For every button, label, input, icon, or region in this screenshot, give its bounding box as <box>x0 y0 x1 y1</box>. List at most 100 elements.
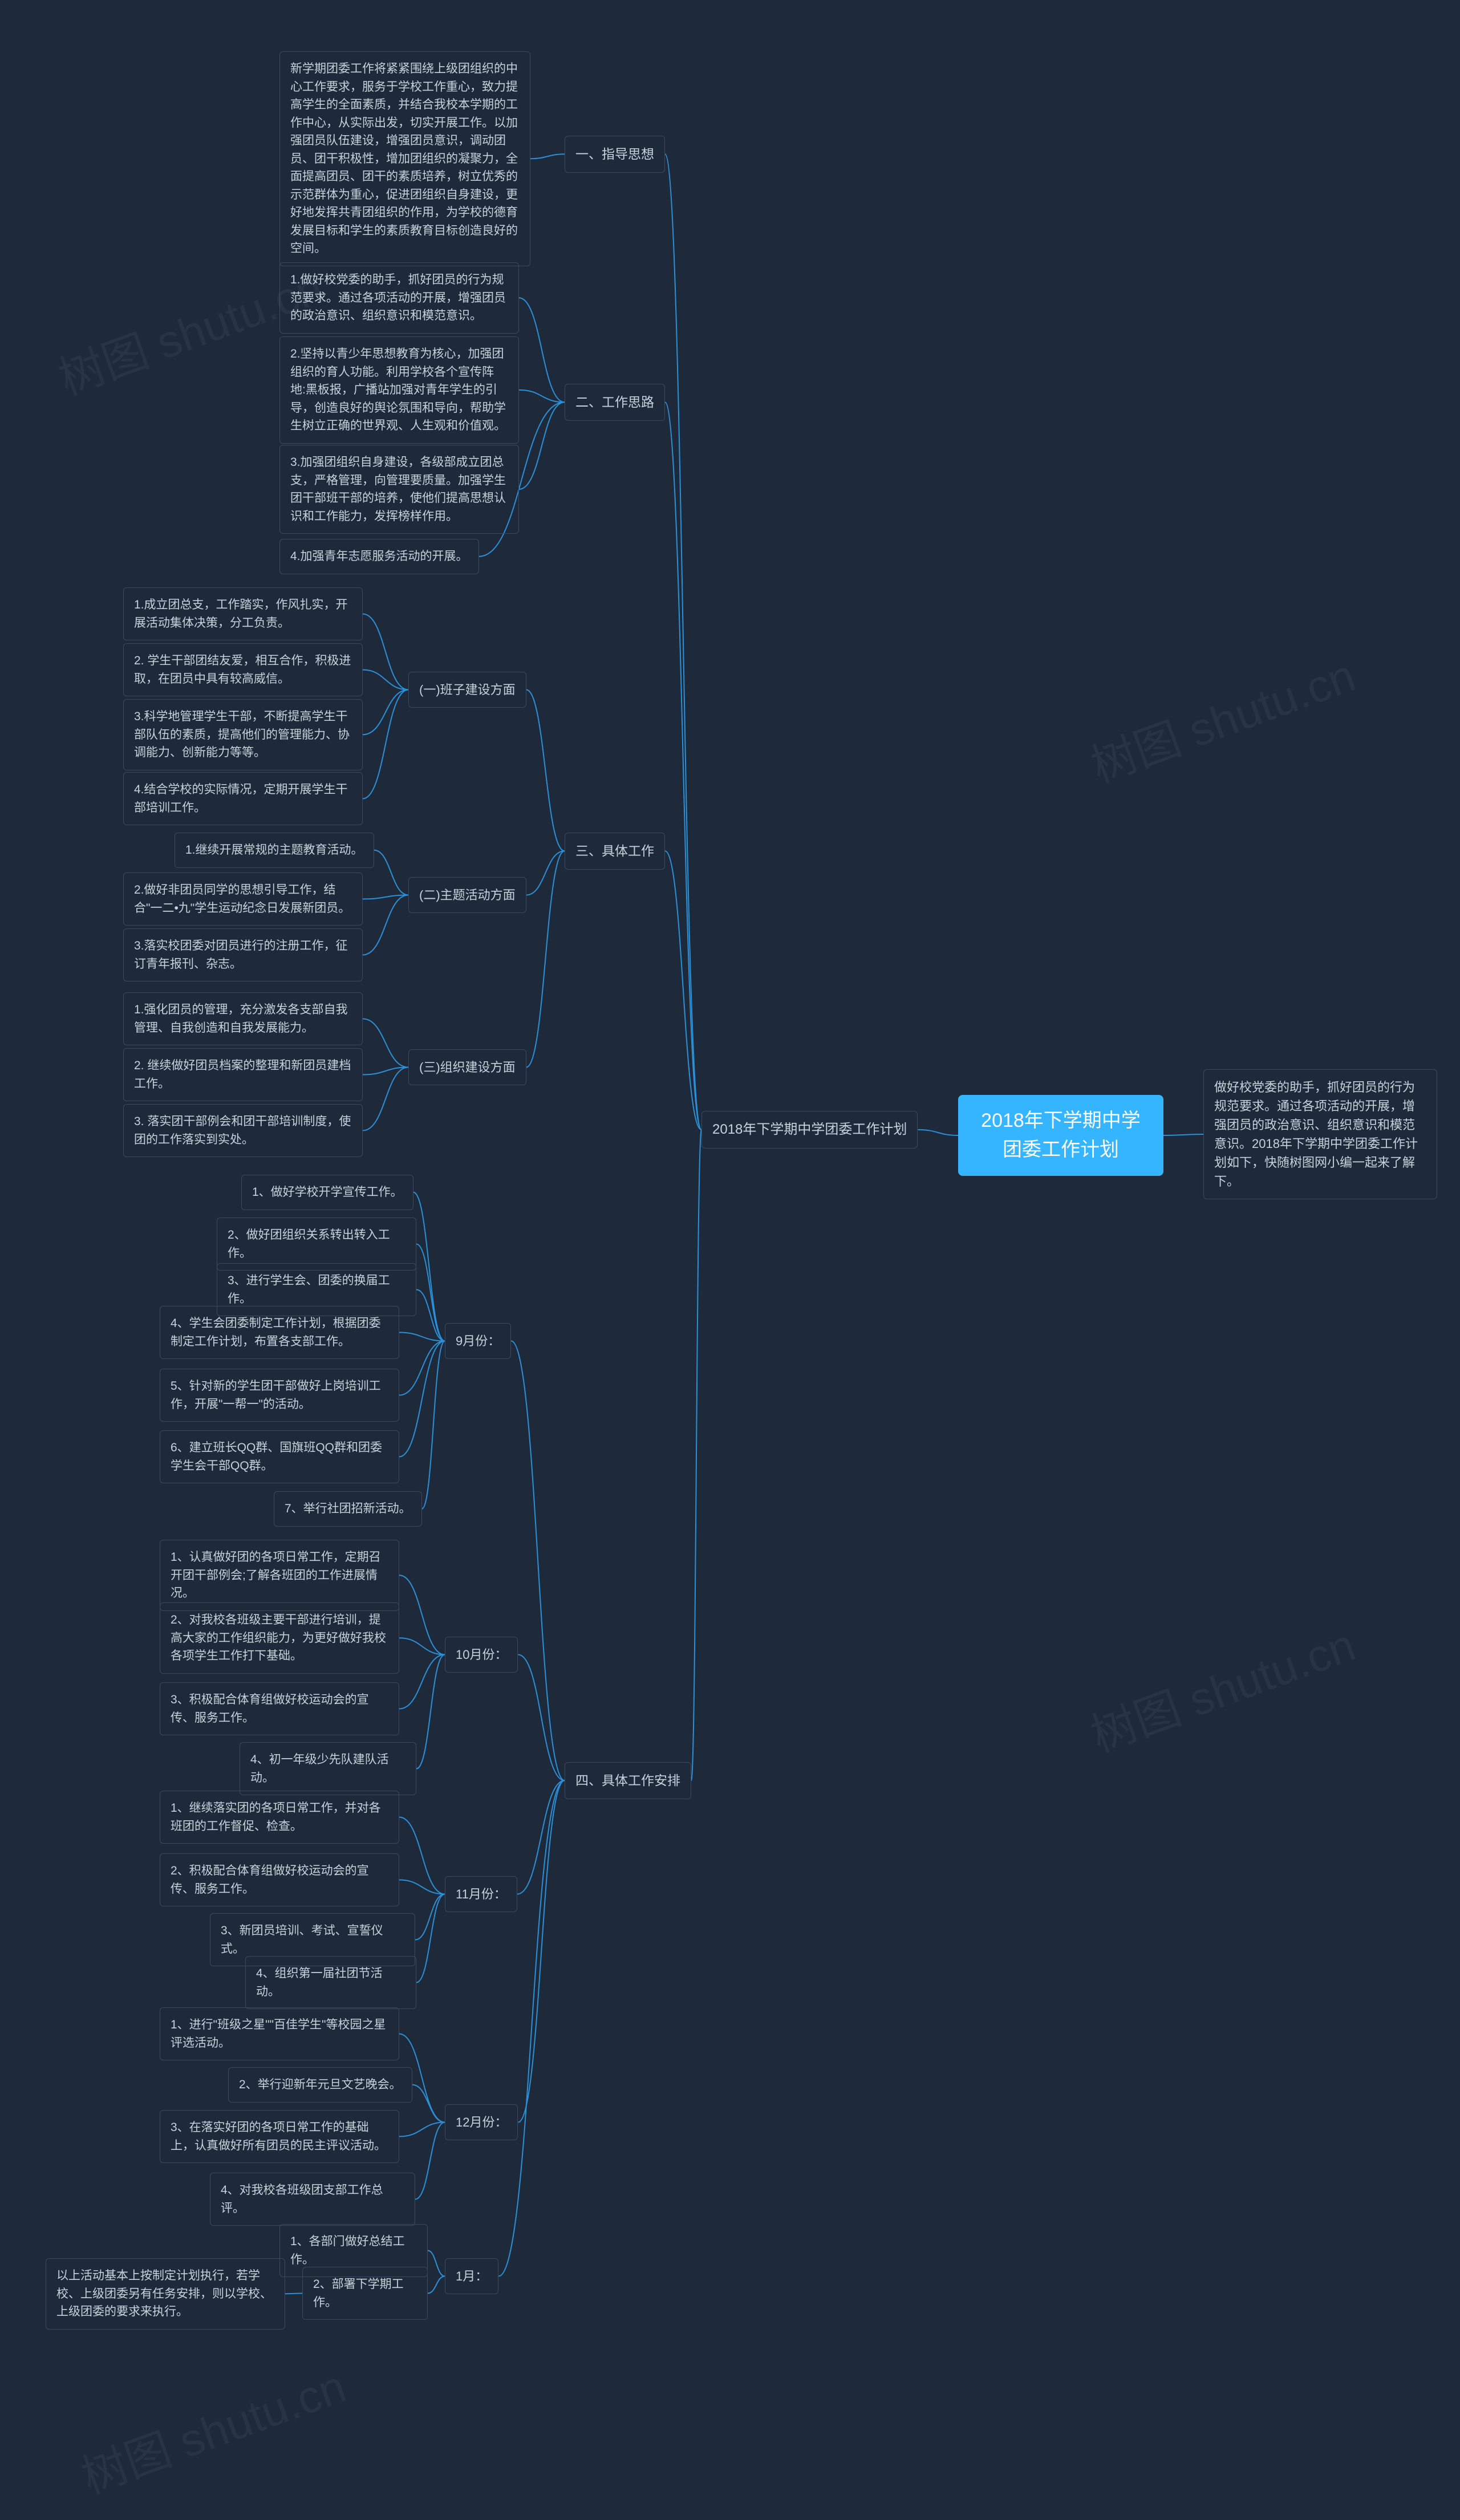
root-desc: 做好校党委的助手，抓好团员的行为规范要求。通过各项活动的开展，增强团员的政治意识… <box>1203 1069 1437 1199</box>
leaf-text: 1、做好学校开学宣传工作。 <box>252 1186 403 1199</box>
leaf-node: 1.做好校党委的助手，抓好团员的行为规范要求。通过各项活动的开展，增强团员的政治… <box>279 262 519 334</box>
leaf-node: 1、认真做好团的各项日常工作，定期召开团干部例会;了解各班团的工作进展情况。 <box>160 1540 399 1611</box>
leaf-node: 1.成立团总支，工作踏实，作风扎实，开展活动集体决策，分工负责。 <box>123 587 363 640</box>
leaf-node: 5、针对新的学生团干部做好上岗培训工作，开展"一帮一"的活动。 <box>160 1369 399 1422</box>
section-label: 三、具体工作 <box>575 843 654 858</box>
leaf-node: 2.坚持以青少年思想教育为核心，加强团组织的育人功能。利用学校各个宣传阵地:黑板… <box>279 336 519 444</box>
leaf-node: 1.继续开展常规的主题教育活动。 <box>175 833 374 868</box>
leaf-text: 7、举行社团招新活动。 <box>285 1502 411 1515</box>
subsection-node: 1月： <box>445 2258 498 2294</box>
leaf-text: 1.继续开展常规的主题教育活动。 <box>185 843 363 857</box>
root-desc-text: 做好校党委的助手，抓好团员的行为规范要求。通过各项活动的开展，增强团员的政治意识… <box>1214 1080 1418 1188</box>
subsection-node: 9月份： <box>445 1323 511 1359</box>
subsection-node: 10月份： <box>445 1637 518 1673</box>
leaf-text: 4、初一年级少先队建队活动。 <box>250 1753 389 1784</box>
leaf-node: 2、积极配合体育组做好校运动会的宣传、服务工作。 <box>160 1853 399 1906</box>
leaf-text: 2. 学生干部团结友爱，相互合作，积极进取，在团员中具有较高威信。 <box>134 654 351 685</box>
leaf-node: 4、组织第一届社团节活动。 <box>245 1956 416 2009</box>
leaf-text: 2、积极配合体育组做好校运动会的宣传、服务工作。 <box>171 1864 369 1896</box>
leaf-node: 4.结合学校的实际情况，定期开展学生干部培训工作。 <box>123 772 363 825</box>
subsection-label: (三)组织建设方面 <box>419 1060 516 1074</box>
watermark-text: 树图 shutu.cn <box>71 2350 354 2507</box>
leaf-text: 2、举行迎新年元旦文艺晚会。 <box>239 2078 402 2091</box>
leaf-text: 3、在落实好团的各项日常工作的基础上，认真做好所有团员的民主评议活动。 <box>171 2121 386 2152</box>
subsection-label: 11月份： <box>456 1887 506 1901</box>
section-node: 三、具体工作 <box>565 833 665 870</box>
subsection-label: 9月份： <box>456 1334 500 1348</box>
leaf-node: 2、部署下学期工作。 <box>302 2267 428 2320</box>
leaf-node: 2. 继续做好团员档案的整理和新团员建档工作。 <box>123 1048 363 1101</box>
leaf-text: 3.加强团组织自身建设，各级部成立团总支，严格管理，向管理要质量。加强学生团干部… <box>290 456 506 523</box>
leaf-text: 4.结合学校的实际情况，定期开展学生干部培训工作。 <box>134 783 348 814</box>
section-node: 一、指导思想 <box>565 136 665 173</box>
leaf-text: 1、进行"班级之星""百佳学生"等校园之星评选活动。 <box>171 2018 386 2050</box>
leaf-node: 2、对我校各班级主要干部进行培训，提高大家的工作组织能力，为更好做好我校各项学生… <box>160 1602 399 1674</box>
leaf-text: 3.落实校团委对团员进行的注册工作，征订青年报刊、杂志。 <box>134 939 348 971</box>
leaf-node: 3、积极配合体育组做好校运动会的宣传、服务工作。 <box>160 1682 399 1735</box>
leaf-text: 4、学生会团委制定工作计划，根据团委制定工作计划，布置各支部工作。 <box>171 1317 381 1348</box>
leaf-text: 新学期团委工作将紧紧围绕上级团组织的中心工作要求，服务于学校工作重心，致力提高学… <box>290 62 518 255</box>
leaf-node: 1、进行"班级之星""百佳学生"等校园之星评选活动。 <box>160 2007 399 2060</box>
leaf-node: 3. 落实团干部例会和团干部培训制度，使团的工作落实到实处。 <box>123 1104 363 1157</box>
leaf-text: 以上活动基本上按制定计划执行，若学校、上级团委另有任务安排，则以学校、上级团委的… <box>56 2269 272 2318</box>
leaf-text: 4、对我校各班级团支部工作总评。 <box>221 2184 383 2215</box>
section-node: 二、工作思路 <box>565 384 665 421</box>
leaf-text: 1.成立团总支，工作踏实，作风扎实，开展活动集体决策，分工负责。 <box>134 598 348 630</box>
leaf-node: 4、学生会团委制定工作计划，根据团委制定工作计划，布置各支部工作。 <box>160 1306 399 1359</box>
leaf-text: 3、新团员培训、考试、宣誓仪式。 <box>221 1924 383 1955</box>
leaf-text: 1、认真做好团的各项日常工作，定期召开团干部例会;了解各班团的工作进展情况。 <box>171 1551 381 1600</box>
leaf-node: 1、做好学校开学宣传工作。 <box>241 1175 413 1210</box>
section-node: 四、具体工作安排 <box>565 1762 691 1799</box>
leaf-node: 新学期团委工作将紧紧围绕上级团组织的中心工作要求，服务于学校工作重心，致力提高学… <box>279 51 530 266</box>
leaf-node: 1、继续落实团的各项日常工作，并对各班团的工作督促、检查。 <box>160 1791 399 1844</box>
leaf-text: 3.科学地管理学生干部，不断提高学生干部队伍的素质，提高他们的管理能力、协调能力… <box>134 710 350 759</box>
root-node: 2018年下学期中学团委工作计划 <box>958 1095 1163 1176</box>
subsection-label: (一)班子建设方面 <box>419 683 516 697</box>
subsection-node: 12月份： <box>445 2104 518 2140</box>
leaf-node: 3.科学地管理学生干部，不断提高学生干部队伍的素质，提高他们的管理能力、协调能力… <box>123 699 363 770</box>
subsection-node: (二)主题活动方面 <box>408 877 526 913</box>
leaf-node: 2.做好非团员同学的思想引导工作，结合"一二•九"学生运动纪念日发展新团员。 <box>123 873 363 926</box>
leaf-node: 1.强化团员的管理，充分激发各支部自我管理、自我创造和自我发展能力。 <box>123 992 363 1045</box>
subsection-label: 12月份： <box>456 2115 507 2129</box>
leaf-text: 2、部署下学期工作。 <box>313 2278 404 2309</box>
leaf-node: 以上活动基本上按制定计划执行，若学校、上级团委另有任务安排，则以学校、上级团委的… <box>46 2258 285 2330</box>
leaf-text: 1.强化团员的管理，充分激发各支部自我管理、自我创造和自我发展能力。 <box>134 1003 348 1034</box>
leaf-node: 4、对我校各班级团支部工作总评。 <box>210 2173 415 2226</box>
leaf-node: 3、在落实好团的各项日常工作的基础上，认真做好所有团员的民主评议活动。 <box>160 2110 399 2163</box>
leaf-text: 4、组织第一届社团节活动。 <box>256 1967 383 1998</box>
leaf-node: 4.加强青年志愿服务活动的开展。 <box>279 539 479 574</box>
leaf-node: 3.落实校团委对团员进行的注册工作，征订青年报刊、杂志。 <box>123 928 363 981</box>
subsection-label: (二)主题活动方面 <box>419 888 516 902</box>
leaf-text: 4.加强青年志愿服务活动的开展。 <box>290 550 468 563</box>
section-label: 二、工作思路 <box>575 395 654 409</box>
subsection-node: (一)班子建设方面 <box>408 672 526 708</box>
leaf-text: 2.坚持以青少年思想教育为核心，加强团组织的育人功能。利用学校各个宣传阵地:黑板… <box>290 347 506 432</box>
leaf-text: 3、进行学生会、团委的换届工作。 <box>228 1274 390 1305</box>
leaf-node: 3.加强团组织自身建设，各级部成立团总支，严格管理，向管理要质量。加强学生团干部… <box>279 445 519 534</box>
leaf-text: 1、继续落实团的各项日常工作，并对各班团的工作督促、检查。 <box>171 1801 381 1833</box>
leaf-text: 3、积极配合体育组做好校运动会的宣传、服务工作。 <box>171 1693 369 1724</box>
level1-node: 2018年下学期中学团委工作计划 <box>701 1111 918 1149</box>
section-label: 四、具体工作安排 <box>575 1773 680 1788</box>
leaf-text: 2、对我校各班级主要干部进行培训，提高大家的工作组织能力，为更好做好我校各项学生… <box>171 1613 386 1662</box>
leaf-node: 2、举行迎新年元旦文艺晚会。 <box>228 2067 412 2103</box>
level1-label: 2018年下学期中学团委工作计划 <box>712 1122 907 1137</box>
leaf-text: 2. 继续做好团员档案的整理和新团员建档工作。 <box>134 1059 351 1090</box>
section-label: 一、指导思想 <box>575 147 654 161</box>
leaf-text: 2、做好团组织关系转出转入工作。 <box>228 1228 390 1260</box>
leaf-node: 2. 学生干部团结友爱，相互合作，积极进取，在团员中具有较高威信。 <box>123 643 363 696</box>
watermark-text: 树图 shutu.cn <box>1081 639 1363 796</box>
subsection-node: (三)组织建设方面 <box>408 1049 526 1085</box>
leaf-text: 2.做好非团员同学的思想引导工作，结合"一二•九"学生运动纪念日发展新团员。 <box>134 883 350 915</box>
leaf-text: 1.做好校党委的助手，抓好团员的行为规范要求。通过各项活动的开展，增强团员的政治… <box>290 273 506 322</box>
leaf-text: 6、建立班长QQ群、国旗班QQ群和团委学生会干部QQ群。 <box>171 1441 382 1472</box>
leaf-node: 4、初一年级少先队建队活动。 <box>240 1742 416 1795</box>
leaf-text: 1、各部门做好总结工作。 <box>290 2235 405 2266</box>
watermark-text: 树图 shutu.cn <box>1081 1609 1363 1766</box>
root-title: 2018年下学期中学团委工作计划 <box>981 1110 1141 1160</box>
subsection-label: 1月： <box>456 2269 488 2283</box>
leaf-text: 5、针对新的学生团干部做好上岗培训工作，开展"一帮一"的活动。 <box>171 1379 381 1411</box>
leaf-node: 7、举行社团招新活动。 <box>274 1491 422 1527</box>
subsection-node: 11月份： <box>445 1876 517 1912</box>
